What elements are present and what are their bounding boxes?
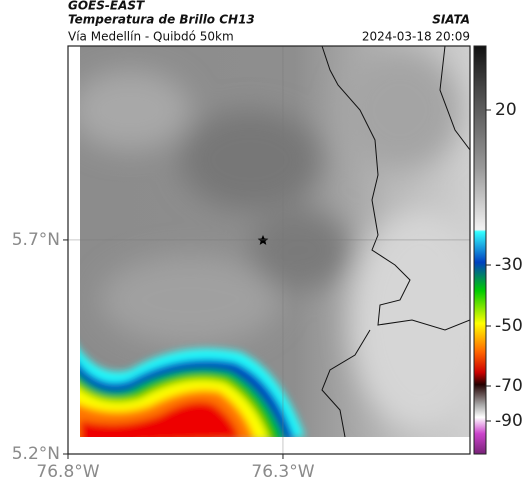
colorbar-tick-label: -50 xyxy=(495,316,523,336)
y-tick-label: 5.2°N xyxy=(12,444,60,464)
map-frame xyxy=(67,45,471,455)
colorbar xyxy=(473,45,487,455)
x-tick-label: 76.3°W xyxy=(251,462,314,482)
colorbar-tick-label: -70 xyxy=(495,376,523,396)
y-tick-label: 5.7°N xyxy=(12,230,60,250)
datetime: 2024-03-18 20:09 xyxy=(362,30,470,44)
x-tick-label: 76.8°W xyxy=(36,462,99,482)
subtitle: Temperatura de Brillo CH13 xyxy=(68,13,255,27)
title: GOES-EAST xyxy=(68,0,145,13)
location: Vía Medellín - Quibdó 50km xyxy=(68,30,234,44)
satellite-image xyxy=(80,46,470,437)
colorbar-tick-label: -90 xyxy=(495,411,523,431)
colorbar-tick-label: -30 xyxy=(495,255,523,275)
colorbar-tick-label: 20 xyxy=(495,100,517,120)
source: SIATA xyxy=(432,13,470,27)
